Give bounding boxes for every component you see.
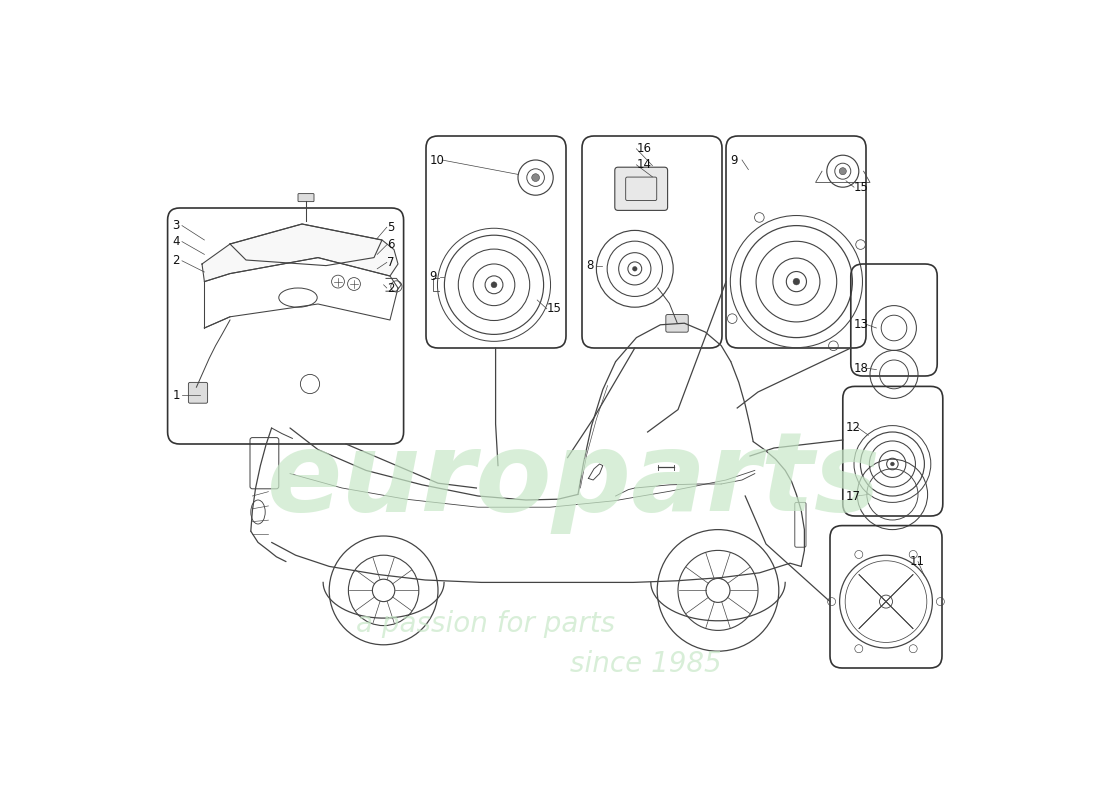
Text: 12: 12: [846, 421, 861, 434]
Text: 15: 15: [547, 302, 562, 315]
Text: 9: 9: [429, 270, 437, 283]
Text: europarts: europarts: [267, 426, 881, 534]
FancyBboxPatch shape: [298, 194, 314, 202]
Text: 6: 6: [387, 238, 394, 251]
Polygon shape: [202, 224, 398, 282]
Circle shape: [793, 278, 800, 285]
Text: 1: 1: [173, 389, 180, 402]
Text: 5: 5: [387, 221, 394, 234]
Circle shape: [839, 168, 846, 174]
Circle shape: [891, 462, 894, 466]
Text: since 1985: since 1985: [570, 650, 722, 678]
Text: 18: 18: [854, 362, 869, 374]
FancyBboxPatch shape: [666, 314, 689, 332]
Circle shape: [632, 266, 637, 271]
Text: 16: 16: [637, 142, 651, 155]
Circle shape: [491, 282, 497, 288]
Text: 9: 9: [730, 154, 737, 166]
Text: 13: 13: [854, 318, 869, 330]
Text: 2: 2: [173, 254, 180, 267]
Text: 15: 15: [854, 181, 869, 194]
Text: 11: 11: [910, 555, 925, 568]
Text: 2: 2: [387, 282, 394, 294]
Text: 3: 3: [173, 219, 179, 232]
Text: 10: 10: [429, 154, 444, 166]
Text: 4: 4: [173, 235, 180, 248]
Text: 17: 17: [846, 490, 861, 502]
Text: a passion for parts: a passion for parts: [356, 610, 616, 638]
FancyBboxPatch shape: [188, 382, 208, 403]
FancyBboxPatch shape: [615, 167, 668, 210]
Text: 8: 8: [586, 259, 593, 272]
Circle shape: [531, 174, 539, 182]
Text: 14: 14: [637, 158, 651, 171]
Text: 7: 7: [387, 256, 394, 269]
